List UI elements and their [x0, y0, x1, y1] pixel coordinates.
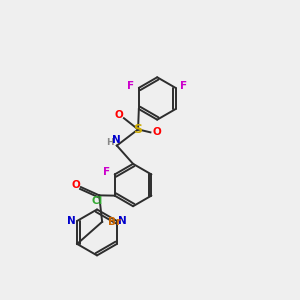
Text: H: H — [106, 138, 113, 147]
Text: Cl: Cl — [92, 196, 103, 206]
Text: F: F — [180, 80, 188, 91]
Text: N: N — [118, 216, 127, 226]
Text: O: O — [71, 180, 80, 190]
Text: O: O — [152, 127, 161, 137]
Text: F: F — [127, 80, 134, 91]
Text: N: N — [68, 216, 76, 226]
Text: F: F — [103, 167, 110, 177]
Text: N: N — [112, 135, 121, 145]
Text: S: S — [134, 123, 142, 136]
Text: O: O — [114, 110, 123, 120]
Text: Br: Br — [108, 217, 121, 227]
